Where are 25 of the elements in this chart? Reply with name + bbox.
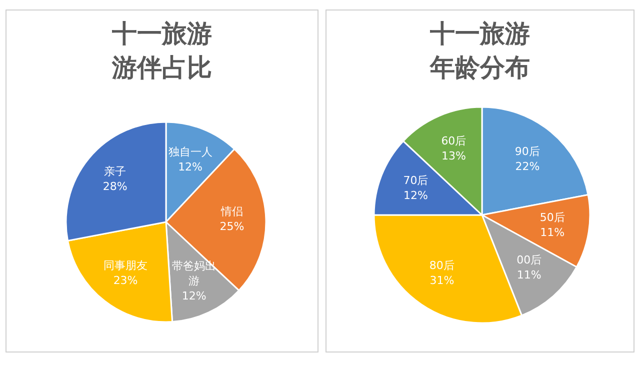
data-label: 12% [178,160,203,174]
slice-label: 50后 [540,211,565,224]
data-label: 28% [102,180,128,193]
chart-title: 十一旅游 [429,19,530,48]
data-label: 12% [404,188,428,202]
slice-label: 情侣 [220,204,243,218]
data-label: 11% [540,226,565,240]
data-label: 31% [430,274,454,287]
chart-title: 十一旅游 [111,19,212,48]
data-label: 23% [113,274,138,288]
slice-label: 90后 [514,145,540,158]
chart-subtitle: 年龄分布 [429,53,530,82]
data-label: 11% [516,268,542,282]
slice-label: 60后 [441,134,466,148]
chart-subtitle: 游伴占比 [111,53,212,82]
slice-label: 80后 [429,258,454,272]
slice-label: 亲子 [104,164,126,178]
data-label: 13% [441,150,466,163]
slice-label: 独自一人 [168,146,212,159]
slice-label: 同事朋友 [104,259,148,272]
slice-label: 70后 [403,174,428,187]
data-label: 12% [182,290,206,303]
data-label: 22% [515,160,540,174]
data-label: 25% [220,220,244,233]
slice-label: 00后 [516,253,542,266]
